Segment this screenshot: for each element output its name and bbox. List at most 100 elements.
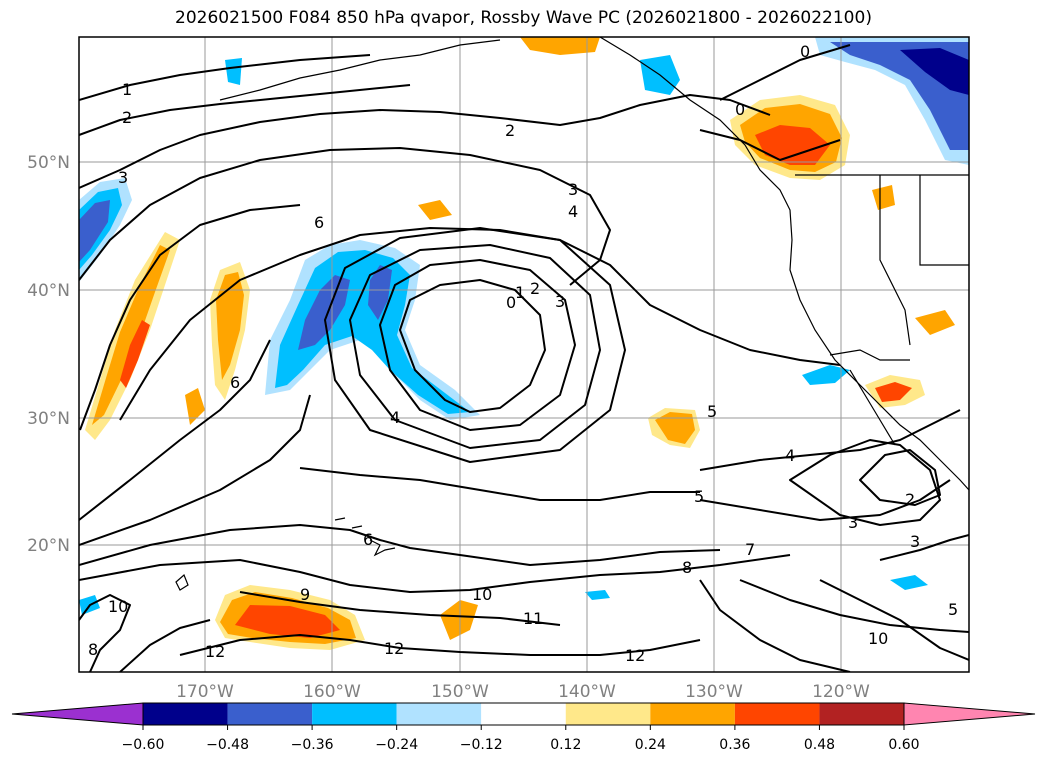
contour-label: 3: [568, 180, 578, 199]
hawaii-islands: [334, 517, 396, 557]
negative-anomaly-west-core: [79, 200, 110, 262]
contour-line: [79, 54, 371, 101]
colorbar-tick-label: −0.24: [375, 737, 418, 753]
lat-labels: 50°N 40°N 30°N 20°N: [27, 153, 70, 556]
alaska-panhandle-coast: [599, 37, 793, 241]
alaska-coast: [219, 39, 501, 101]
contour-label: 5: [694, 487, 704, 506]
colorbar-extend-low: [11, 702, 144, 726]
page-title: 2026021500 F084 850 hPa qvapor, Rossby W…: [175, 8, 872, 28]
colorbar-tick-label: 0.24: [635, 737, 666, 753]
state-border: [879, 175, 911, 346]
lon-label: 120°W: [812, 682, 870, 702]
colorbar-tick-label: −0.12: [460, 737, 503, 753]
contour-line: [79, 204, 301, 431]
contour-line: [879, 534, 969, 561]
positive-anomaly-small-2: [915, 310, 955, 335]
contour-label: 8: [88, 640, 98, 659]
contour-label: 3: [118, 168, 128, 187]
negative-anomaly-small-1: [802, 365, 850, 385]
small-island: [175, 573, 189, 591]
contour-label: 9: [300, 585, 310, 604]
negative-anomaly-central-core: [298, 275, 350, 350]
negative-anomaly-small-5: [225, 58, 242, 85]
contour-label: 8: [682, 558, 692, 577]
contour-line: [699, 409, 961, 471]
positive-anomaly-west-band-core: [120, 320, 150, 388]
colorbar-swatch: [396, 703, 482, 725]
contour-label: 3: [848, 513, 858, 532]
contour-line: [79, 554, 791, 593]
negative-anomaly-northeast-core: [900, 48, 969, 95]
colorbar-tick-label: 0.12: [550, 737, 581, 753]
contour-line: [79, 524, 721, 566]
contour-label: 11: [523, 609, 543, 628]
contour-line: [719, 44, 851, 101]
us-mexico-border: [829, 349, 910, 361]
contour-label: 10: [108, 597, 128, 616]
contour-labels: 1 2 3 6 3 4 2 0 0 1 2 3 0 6 4 5 4 5 3 2 …: [88, 42, 958, 665]
colorbar-swatch: [734, 703, 820, 725]
state-border-2: [919, 175, 969, 266]
contour-line: [859, 449, 941, 506]
contour-line: [79, 84, 411, 136]
contour-label: 3: [555, 292, 565, 311]
colorbar-outline: [142, 702, 905, 726]
contour-line: [179, 634, 701, 656]
contour-label: 2: [122, 108, 132, 127]
lon-label: 130°W: [685, 682, 743, 702]
lon-label: 140°W: [558, 682, 616, 702]
lat-label: 20°N: [27, 536, 70, 556]
positive-anomaly-north: [520, 37, 600, 55]
contour-line: [349, 244, 601, 449]
contour-label: 2: [505, 121, 515, 140]
colorbar-swatch: [227, 703, 313, 725]
contour-line: [299, 467, 700, 501]
map-content: 1 2 3 6 3 4 2 0 0 1 2 3 0 6 4 5 4 5 3 2 …: [79, 37, 969, 672]
lat-label: 40°N: [27, 281, 70, 301]
positive-anomaly-small-1: [418, 200, 452, 220]
colorbar-tick-label: 0.60: [888, 737, 919, 753]
positive-anomaly-pnw-core: [755, 125, 830, 165]
contour-line: [739, 579, 969, 633]
contour-line: [119, 619, 211, 672]
contour-line: [819, 579, 969, 661]
us-west-coast: [789, 239, 969, 491]
colorbar-swatch: [481, 703, 566, 725]
contour-label: 1: [122, 80, 132, 99]
positive-anomaly-small-3: [872, 185, 895, 210]
colorbar-swatch: [565, 703, 651, 725]
positive-anomaly-south-core: [235, 605, 340, 638]
contour-label: 6: [314, 213, 324, 232]
colorbar-swatch: [650, 703, 735, 725]
lon-label: 170°W: [176, 682, 234, 702]
contour-label: 6: [230, 373, 240, 392]
coastlines: [175, 37, 969, 591]
contour-line: [324, 227, 626, 463]
positive-anomaly-west-2-inner: [216, 272, 244, 380]
contour-label: 0: [800, 42, 810, 61]
contour-line: [699, 129, 841, 161]
contour-label: 4: [785, 446, 795, 465]
contour-label: 0: [735, 100, 745, 119]
contour-label: 6: [363, 530, 373, 549]
colorbar-extend-high: [903, 702, 1036, 726]
contour-label: 12: [625, 646, 645, 665]
positive-anomaly-small-5: [440, 600, 478, 640]
contour-lines: [79, 44, 969, 672]
colorbar-swatch: [143, 703, 228, 725]
negative-anomaly-small-2: [890, 575, 928, 590]
contour-line: [79, 94, 771, 189]
contour-label: 10: [472, 585, 492, 604]
contour-label: 5: [707, 402, 717, 421]
contour-line: [239, 591, 561, 626]
lat-label: 50°N: [27, 153, 70, 173]
contour-line: [699, 579, 851, 672]
contour-line: [79, 147, 611, 286]
colorbar-tick-label: 0.36: [719, 737, 750, 753]
contour-label: 5: [948, 600, 958, 619]
contour-label: 12: [384, 639, 404, 658]
contour-line: [79, 594, 131, 672]
contour-line: [379, 259, 576, 431]
